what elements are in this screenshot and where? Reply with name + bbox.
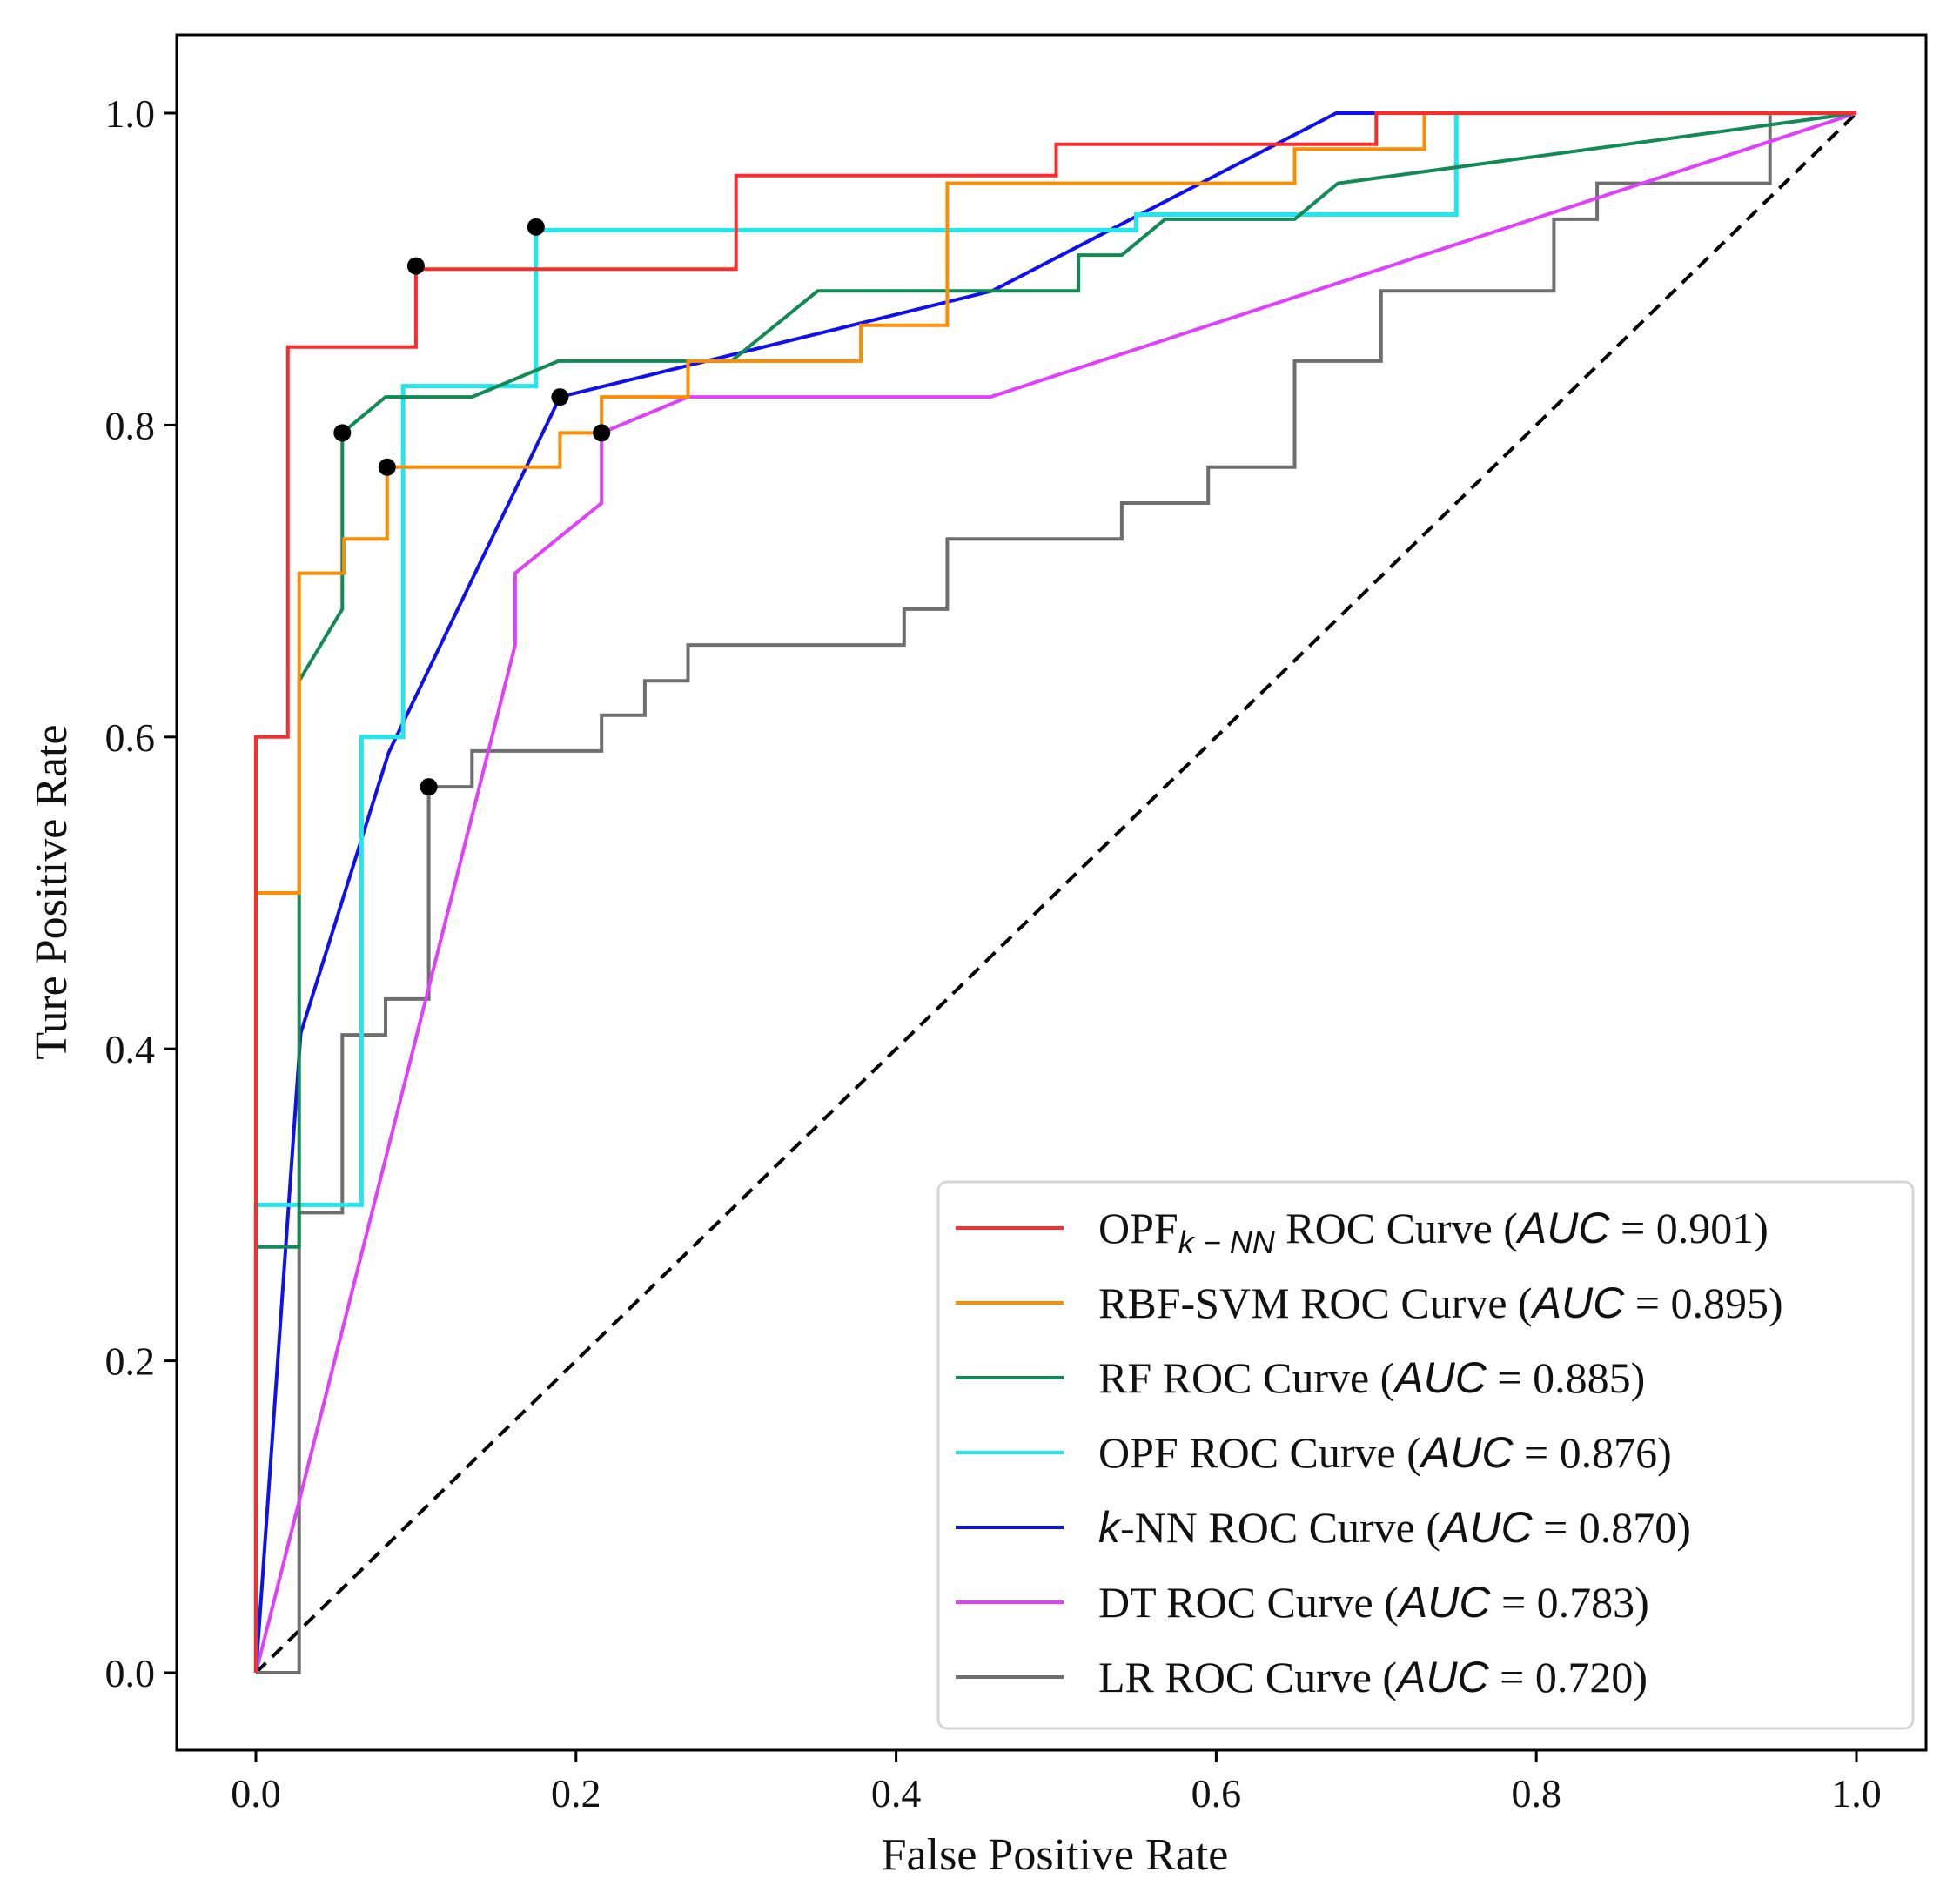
plot-frame <box>175 33 1928 1752</box>
optimal-point-k-nn <box>551 388 569 406</box>
y-tick-label: 0.6 <box>105 715 156 760</box>
optimal-point-lr <box>420 778 438 796</box>
y-axis-title: Ture Positive Rate <box>27 724 77 1059</box>
axis-ticks: 0.0 0.2 0.4 0.6 0.8 1.0 0.0 0.2 0.4 0.6 0.8 1.0 <box>105 91 1882 1815</box>
y-tick-label: 0.8 <box>105 403 156 447</box>
legend-label: OPFk − NN ROC Curve (AUC = 0.901) <box>1098 1204 1769 1260</box>
y-tick-label: 1.0 <box>105 91 156 136</box>
optimal-point-dt <box>593 424 611 442</box>
legend-entry: k-NN ROC Curve (AUC = 0.870) <box>956 1503 1691 1552</box>
legend-label: k-NN ROC Curve (AUC = 0.870) <box>1098 1503 1691 1552</box>
x-tick-label: 0.8 <box>1511 1771 1561 1815</box>
x-tick-label: 0.2 <box>551 1771 601 1815</box>
x-tick-label: 1.0 <box>1831 1771 1882 1815</box>
x-tick-label: 0.0 <box>231 1771 281 1815</box>
optimal-point-opf <box>527 218 545 236</box>
legend-label: DT ROC Curve (AUC = 0.783) <box>1098 1578 1649 1627</box>
legend-entry: OPF ROC Curve (AUC = 0.876) <box>956 1428 1672 1477</box>
roc-line-opf-k-nn- <box>254 111 1856 1673</box>
x-tick-label: 0.4 <box>871 1771 922 1815</box>
y-tick-label: 0.2 <box>105 1339 156 1384</box>
legend-entry: LR ROC Curve (AUC = 0.720) <box>956 1653 1648 1701</box>
optimal-point-rbf-svm <box>378 458 396 476</box>
optimal-points-layer <box>333 218 611 796</box>
legend-entry: RBF-SVM ROC Curve (AUC = 0.895) <box>956 1278 1783 1327</box>
legend: OPFk − NN ROC Curve (AUC = 0.901) RBF-SVM… <box>936 1180 1915 1730</box>
y-tick-label: 0.0 <box>105 1651 156 1695</box>
roc-line-dt <box>254 111 1857 1674</box>
y-tick-label: 0.4 <box>105 1027 156 1071</box>
roc-line-rbf-svm <box>254 111 1856 1673</box>
legend-label: LR ROC Curve (AUC = 0.720) <box>1098 1653 1648 1701</box>
roc-line-lr <box>256 111 1856 1674</box>
legend-entry: DT ROC Curve (AUC = 0.783) <box>956 1578 1649 1627</box>
legend-box <box>936 1180 1915 1730</box>
roc-line-opf <box>253 111 1856 1673</box>
chance-diagonal-line <box>254 111 1858 1674</box>
optimal-point-opf-k-nn- <box>406 257 425 275</box>
legend-label: OPF ROC Curve (AUC = 0.876) <box>1098 1428 1672 1477</box>
series-layer <box>253 111 1858 1674</box>
optimal-point-rf <box>333 424 352 442</box>
x-axis-title: False Positive Rate <box>882 1830 1229 1880</box>
x-tick-label: 0.6 <box>1191 1771 1242 1815</box>
legend-label: RBF-SVM ROC Curve (AUC = 0.895) <box>1098 1278 1783 1327</box>
legend-entry: RF ROC Curve (AUC = 0.885) <box>956 1353 1645 1402</box>
legend-label: RF ROC Curve (AUC = 0.885) <box>1098 1353 1645 1402</box>
legend-entry: OPFk − NN ROC Curve (AUC = 0.901) <box>956 1204 1769 1260</box>
